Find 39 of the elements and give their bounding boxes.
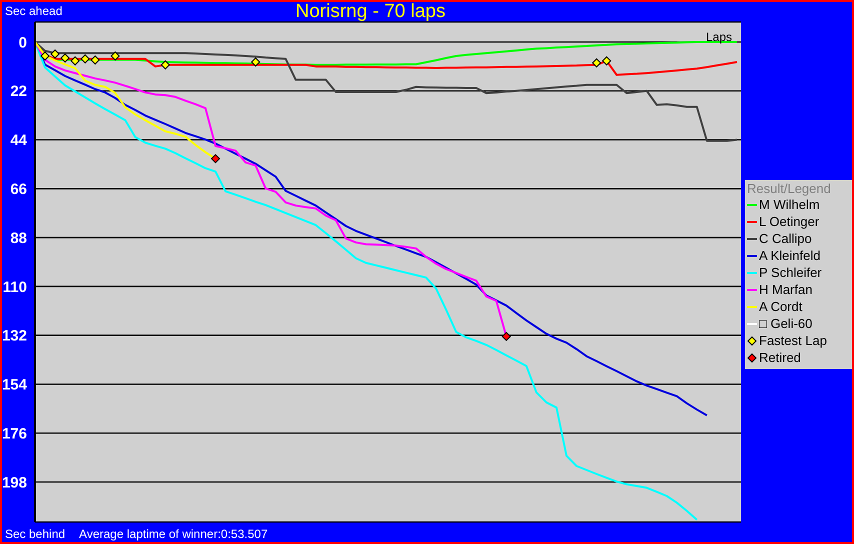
- y-tick-label: 110: [2, 278, 27, 296]
- chart-title: Norisrng - 70 laps: [296, 1, 446, 22]
- point: [502, 332, 511, 341]
- legend-label: □ Geli-60: [759, 316, 812, 331]
- legend-label: A Kleinfeld: [759, 248, 820, 263]
- point: [160, 60, 170, 70]
- point: [60, 54, 70, 62]
- y-tick-label: 66: [10, 180, 27, 198]
- legend-label: C Callipo: [759, 231, 812, 246]
- y-tick-label: 22: [10, 83, 27, 100]
- point: [592, 58, 602, 68]
- point: [211, 154, 220, 164]
- legend-label: Fastest Lap: [759, 333, 827, 348]
- y-tick-label: 154: [2, 376, 28, 394]
- text: Sec behind: [5, 527, 66, 541]
- legend-label: H Marfan: [759, 282, 812, 297]
- y-tick-label: 176: [2, 425, 27, 442]
- legend-label: P Schleifer: [759, 265, 822, 280]
- legend-label: A Cordt: [759, 299, 802, 314]
- y-tick-label: 198: [2, 474, 27, 492]
- y-tick-label: 0: [18, 34, 27, 52]
- text: Average laptime of winner:0:53.507: [79, 527, 268, 541]
- y-tick-label: 44: [10, 132, 28, 150]
- x-axis-title: Laps: [706, 30, 732, 44]
- legend-label: Retired: [759, 350, 801, 365]
- y-axis-title: Sec ahead: [5, 4, 62, 18]
- point: [40, 52, 50, 60]
- legend-label: L Oetinger: [759, 214, 820, 229]
- point: [90, 56, 100, 64]
- point: [110, 52, 120, 60]
- y-tick-label: 132: [2, 328, 27, 345]
- legend-label: M Wilhelm: [759, 197, 820, 212]
- point: [50, 50, 60, 58]
- point: [602, 56, 612, 66]
- point: [251, 58, 260, 66]
- point: [70, 56, 80, 66]
- legend-title: Result/Legend: [747, 181, 832, 196]
- y-tick-label: 88: [10, 230, 27, 247]
- point: [80, 54, 90, 64]
